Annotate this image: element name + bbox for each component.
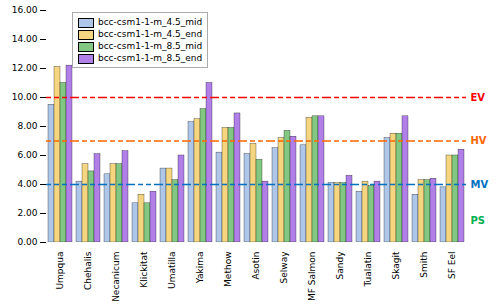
svg-text:Smith: Smith (419, 252, 429, 278)
html-text:bcc-csm1-1-m_8.5_mid: bcc-csm1-1-m_8.5_mid (98, 41, 203, 51)
svg-text:8.00: 8.00 (17, 121, 37, 131)
svg-text:Chehalis: Chehalis (83, 251, 93, 290)
svg-text:PS: PS (471, 215, 486, 226)
svg-text:MV: MV (471, 179, 489, 190)
svg-text:2.00: 2.00 (17, 208, 37, 218)
svg-text:Klickitat: Klickitat (139, 251, 149, 288)
svg-text:EV: EV (471, 92, 486, 103)
svg-text:16.00: 16.00 (12, 5, 38, 15)
svg-text:Necanicum: Necanicum (111, 252, 121, 302)
svg-text:4.00: 4.00 (17, 179, 37, 189)
svg-text:Tualatin: Tualatin (363, 252, 373, 288)
svg-text:14.00: 14.00 (12, 34, 38, 44)
svg-text:12.00: 12.00 (12, 63, 38, 73)
svg-text:Asotin: Asotin (251, 252, 261, 280)
html-text:bcc-csm1-1-m_4.5_end: bcc-csm1-1-m_4.5_end (98, 29, 203, 39)
svg-text:HV: HV (471, 135, 487, 146)
svg-text:Methow: Methow (223, 252, 233, 287)
svg-text:10.00: 10.00 (12, 92, 38, 102)
svg-text:SF Eel: SF Eel (447, 252, 457, 279)
svg-text:Skagit: Skagit (391, 251, 401, 279)
svg-text:0.00: 0.00 (17, 237, 37, 247)
svg-text:Selway: Selway (279, 251, 289, 284)
svg-text:Umatilla: Umatilla (167, 252, 177, 289)
svg-text:Yakima: Yakima (195, 252, 205, 285)
html-text:bcc-csm1-1-m_8.5_end: bcc-csm1-1-m_8.5_end (98, 53, 203, 63)
svg-text:MF Salmon: MF Salmon (307, 252, 317, 302)
svg-text:Umpqua: Umpqua (55, 252, 65, 290)
html-text:bcc-csm1-1-m_4.5_mid: bcc-csm1-1-m_4.5_mid (98, 17, 203, 27)
svg-text:Sandy: Sandy (335, 251, 345, 280)
svg-text:6.00: 6.00 (17, 150, 37, 160)
